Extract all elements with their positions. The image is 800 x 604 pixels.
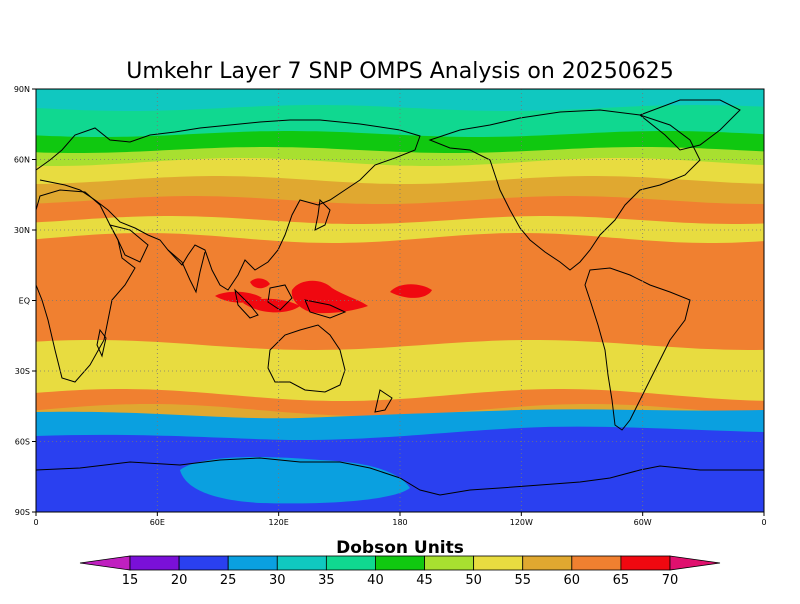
colorbar-level-label: 65 — [613, 573, 630, 588]
colorbar: 15 20 25 30 35 40 45 50 55 60 65 70 — [79, 555, 721, 588]
colorbar-segment — [129, 555, 180, 571]
colorbar-max-arrow — [669, 555, 721, 571]
coast-north-america — [428, 109, 701, 271]
coast-australia — [267, 324, 346, 393]
coast-arabia — [109, 224, 149, 263]
lat-tick-label: 30N — [14, 226, 30, 235]
gridlines — [36, 89, 764, 512]
coast-antarctica — [35, 457, 764, 496]
coast-south-america — [584, 267, 691, 431]
colorbar-level-label: 30 — [269, 573, 286, 588]
coast-madagascar — [96, 328, 107, 358]
lon-tick-label: 180 — [392, 518, 407, 527]
max-patch-1 — [243, 298, 300, 313]
lat-ticks: 90N 60N 30N EQ 30S 60S 90S — [14, 85, 36, 517]
lon-tick-label: 120W — [510, 518, 533, 527]
colorbar-label: Dobson Units — [336, 538, 464, 558]
coast-newzealand — [374, 389, 393, 413]
colorbar-level-label: 60 — [564, 573, 581, 588]
lat-tick-label: 30S — [15, 367, 30, 376]
coastlines — [35, 99, 764, 496]
colorbar-segment — [227, 555, 278, 571]
colorbar-level-label: 35 — [318, 573, 335, 588]
coast-greenland — [639, 99, 741, 151]
colorbar-segment — [375, 555, 425, 571]
max-patch-3 — [390, 284, 432, 298]
lon-tick-label: 60E — [150, 518, 165, 527]
coast-eurasia — [35, 119, 421, 291]
ozone-field — [36, 89, 764, 512]
colorbar-min-arrow — [79, 555, 131, 571]
lon-tick-label: 120E — [269, 518, 289, 527]
coast-japan — [314, 198, 331, 231]
colorbar-level-label: 40 — [367, 573, 384, 588]
colorbar-level-label: 20 — [171, 573, 188, 588]
colorbar-level-label: 55 — [514, 573, 531, 588]
colorbar-segment — [178, 555, 229, 571]
max-patch-4 — [250, 278, 270, 289]
colorbar-segment — [620, 555, 671, 571]
lat-tick-label: 90S — [15, 508, 30, 517]
coast-sumatra — [234, 288, 259, 319]
colorbar-level-label: 50 — [465, 573, 482, 588]
lat-tick-label: 60N — [14, 156, 30, 165]
lon-ticks: 0 60E 120E 180 120W 60W 0 — [33, 512, 767, 527]
lon-tick-label: 0 — [761, 518, 766, 527]
colorbar-segment — [522, 555, 573, 571]
colorbar-level-label: 70 — [662, 573, 679, 588]
colorbar-level-label: 15 — [122, 573, 139, 588]
colorbar-segment — [325, 555, 376, 571]
coast-borneo — [267, 284, 293, 311]
colorbar-level-label: 25 — [220, 573, 237, 588]
lat-tick-label: EQ — [19, 297, 30, 306]
max-patch-0 — [215, 291, 262, 303]
lon-tick-label: 60W — [634, 518, 652, 527]
colorbar-segment — [473, 555, 524, 571]
band-antarctic-patch — [180, 457, 410, 504]
lon-tick-label: 0 — [33, 518, 38, 527]
coast-india — [167, 249, 206, 294]
coast-africa — [35, 189, 136, 383]
colorbar-segment — [276, 555, 327, 571]
coast-newguinea — [304, 299, 347, 319]
colorbar-segment — [424, 555, 475, 571]
colorbar-segment — [571, 555, 622, 571]
lat-tick-label: 90N — [14, 85, 30, 94]
lat-tick-label: 60S — [15, 438, 30, 447]
map-title: Umkehr Layer 7 SNP OMPS Analysis on 2025… — [126, 59, 674, 84]
max-patch-2 — [291, 280, 368, 314]
colorbar-level-label: 45 — [416, 573, 433, 588]
